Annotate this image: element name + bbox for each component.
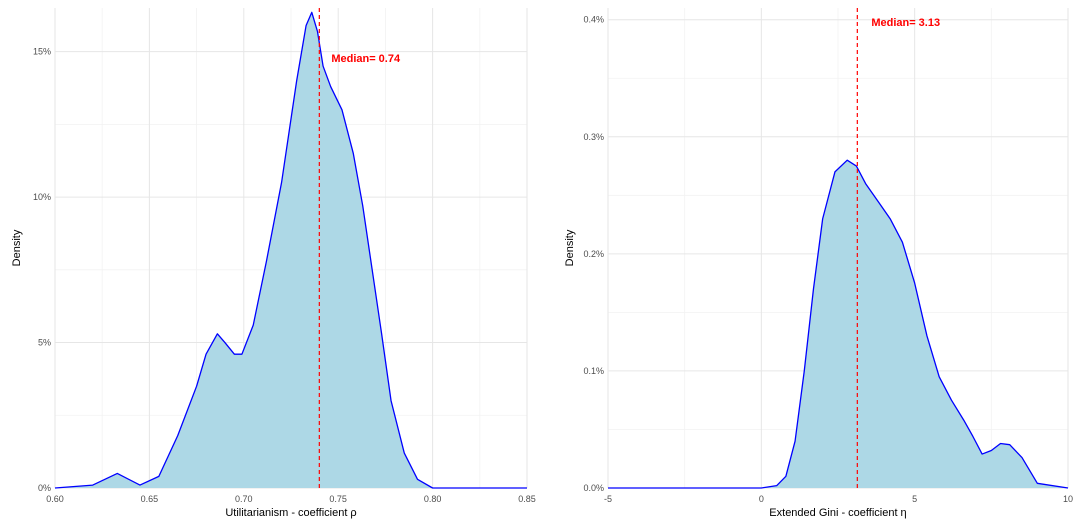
left-median-label: Median= 0.74 (331, 53, 401, 65)
right-x-tick-label: 10 (1063, 494, 1073, 504)
left-x-tick-label: 0.65 (141, 494, 159, 504)
left-x-tick-label: 0.75 (329, 494, 347, 504)
right-x-axis-title: Extended Gini - coefficient η (769, 507, 906, 519)
left-y-tick-label: 15% (33, 47, 51, 57)
left-y-axis-title: Density (11, 229, 23, 266)
left-x-tick-label: 0.85 (518, 494, 536, 504)
density-plot-left: Median= 0.74 0.60 0.65 0.70 0.75 0.80 0.85 0% 5%… (11, 8, 536, 519)
right-y-axis-title: Density (564, 229, 576, 266)
left-x-tick-label: 0.60 (46, 494, 64, 504)
right-y-tick-label: 0.3% (583, 132, 604, 142)
left-x-axis-title: Utilitarianism - coefficient ρ (225, 507, 356, 519)
right-x-tick-label: 0 (759, 494, 764, 504)
right-y-tick-label: 0.2% (583, 249, 604, 259)
right-x-tick-label: -5 (604, 494, 612, 504)
right-x-tick-label: 5 (912, 494, 917, 504)
left-y-tick-label: 10% (33, 192, 51, 202)
right-y-tick-label: 0.1% (583, 366, 604, 376)
right-density-line (608, 159, 1069, 489)
left-density-area (55, 12, 527, 489)
left-x-tick-label: 0.70 (235, 494, 253, 504)
density-plot-right: Median= 3.13 -5 0 5 10 0.0% 0.1% 0.2% 0.3% 0.4% Ex… (564, 8, 1073, 519)
left-density-line (54, 11, 527, 489)
left-y-tick-label: 0% (38, 483, 51, 493)
right-density-area (608, 160, 1068, 488)
right-y-tick-label: 0.4% (583, 15, 604, 25)
right-y-tick-label: 0.0% (583, 483, 604, 493)
left-y-tick-label: 5% (38, 338, 51, 348)
right-median-label: Median= 3.13 (871, 17, 940, 29)
left-x-tick-label: 0.80 (424, 494, 442, 504)
